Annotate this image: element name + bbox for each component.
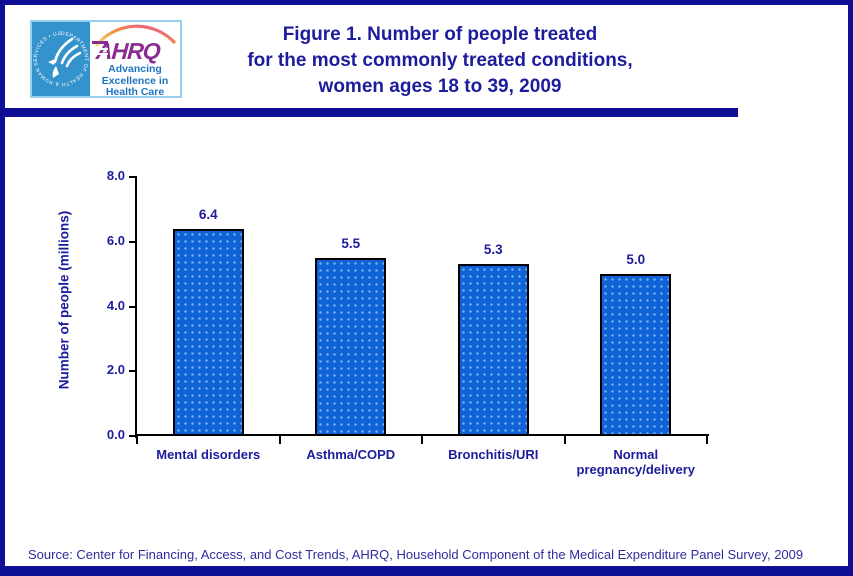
- y-tick: [129, 240, 136, 243]
- bar-value-label: 5.0: [626, 252, 646, 268]
- bar-value-label: 5.5: [341, 235, 361, 251]
- x-tick: [278, 436, 281, 444]
- x-tick: [706, 436, 708, 444]
- figure-title-line: for the most commonly treated conditions…: [247, 50, 633, 71]
- source-note: Source: Center for Financing, Access, an…: [28, 547, 804, 562]
- y-tick: [129, 305, 136, 308]
- rainbow-arc-icon: [94, 24, 177, 47]
- bar: [315, 257, 387, 436]
- y-tick: [129, 176, 136, 178]
- category-label: Mental disorders: [156, 447, 261, 462]
- bar: [172, 228, 244, 436]
- y-axis-line: [135, 176, 137, 438]
- tagline-line: Health Care: [105, 86, 165, 98]
- ahrq-logo: AHRQ Advancing Excellence in Health Care: [90, 22, 180, 99]
- bar-value-label: 5.3: [483, 242, 503, 258]
- x-tick: [563, 436, 566, 444]
- x-tick: [136, 436, 138, 444]
- plot-area: 0.0 2.0 4.0 6.0 8.0 6.4 Mental disorders 5.5 Ast…: [5, 5, 848, 566]
- ahrq-speedline: [92, 41, 108, 44]
- figure-title-line: Figure 1. Number of people treated: [282, 24, 598, 45]
- bar: [600, 274, 672, 436]
- bar: [457, 264, 529, 436]
- category-label: Bronchitis/URI: [448, 447, 539, 462]
- y-tick: [129, 370, 136, 373]
- x-tick: [421, 436, 423, 444]
- figure-title-line: women ages 18 to 39, 2009: [318, 76, 562, 97]
- hhs-eagle-icon: [53, 37, 82, 68]
- figure-title: Figure 1. Number of people treated for t…: [65, 22, 815, 100]
- bar-value-label: 6.4: [198, 206, 218, 222]
- x-axis-line: [135, 434, 709, 436]
- category-label: Normal pregnancy/delivery: [576, 447, 696, 477]
- y-tick-label: 8.0: [106, 168, 125, 183]
- ahrq-tagline: Advancing Excellence in Health Care: [90, 63, 180, 99]
- header-divider-bar: [5, 108, 738, 117]
- hhs-ahrq-logo: DEPARTMENT OF HEALTH & HUMAN SERVICES • …: [30, 20, 182, 98]
- ahrq-wordmark-slat: [96, 53, 108, 55]
- category-label: Asthma/COPD: [306, 447, 396, 462]
- y-tick-label: 0.0: [106, 427, 125, 442]
- y-tick-label: 2.0: [106, 362, 125, 378]
- y-tick: [129, 435, 136, 437]
- hhs-seal-icon: DEPARTMENT OF HEALTH & HUMAN SERVICES • …: [32, 22, 90, 96]
- tagline-line: Excellence in: [101, 74, 169, 87]
- ahrq-wordmark-slat: [97, 48, 108, 50]
- tagline-line: Advancing: [108, 63, 162, 75]
- y-tick-label: 4.0: [106, 297, 125, 313]
- y-tick-label: 6.0: [106, 232, 125, 248]
